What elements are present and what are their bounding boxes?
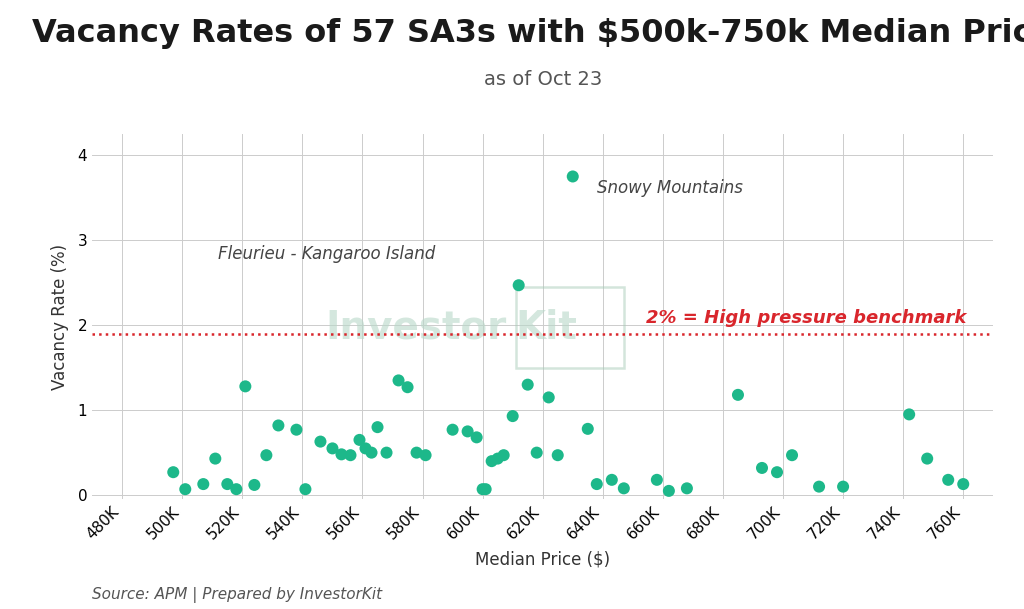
Point: [333, 449, 349, 459]
Point: [477, 484, 494, 494]
Point: [351, 435, 368, 445]
Point: [754, 463, 770, 473]
Point: [519, 380, 536, 390]
Point: [505, 411, 521, 421]
Point: [496, 450, 512, 460]
Point: [615, 484, 632, 493]
Point: [528, 448, 545, 457]
Point: [364, 448, 380, 457]
Point: [238, 381, 254, 391]
Point: [489, 454, 506, 463]
Point: [418, 450, 434, 460]
Text: as of Oct 23: as of Oct 23: [483, 70, 602, 89]
Point: [196, 479, 212, 489]
Point: [325, 443, 341, 453]
Text: Source: APM | Prepared by InvestorKit: Source: APM | Prepared by InvestorKit: [92, 587, 382, 603]
Point: [511, 280, 527, 290]
Point: [207, 454, 223, 463]
Point: [483, 456, 500, 466]
Point: [177, 484, 194, 494]
Point: [270, 421, 287, 431]
Text: Investor: Investor: [326, 309, 507, 347]
Text: Kit: Kit: [516, 309, 578, 347]
Point: [550, 450, 566, 460]
Point: [955, 479, 972, 489]
Point: [835, 482, 851, 491]
Point: [603, 475, 620, 485]
Point: [288, 425, 304, 435]
Point: [258, 450, 274, 460]
Point: [589, 479, 605, 489]
Point: [357, 443, 374, 453]
Point: [679, 484, 695, 493]
Text: 2% = High pressure benchmark: 2% = High pressure benchmark: [646, 309, 967, 327]
Point: [901, 409, 918, 419]
Point: [541, 393, 557, 403]
Point: [474, 484, 490, 494]
Point: [399, 382, 416, 392]
Point: [564, 172, 581, 181]
Point: [370, 422, 386, 432]
Point: [460, 426, 476, 436]
Point: [940, 475, 956, 485]
Text: Snowy Mountains: Snowy Mountains: [597, 179, 742, 197]
Point: [919, 454, 935, 463]
Point: [409, 448, 425, 457]
Point: [246, 480, 262, 490]
Point: [468, 432, 484, 442]
Point: [783, 450, 800, 460]
Point: [219, 479, 236, 489]
Point: [730, 390, 746, 400]
Point: [378, 448, 394, 457]
Point: [297, 484, 313, 494]
Point: [580, 424, 596, 434]
Point: [444, 425, 461, 435]
Point: [660, 486, 677, 496]
Text: Vacancy Rates of 57 SA3s with $500k-750k Median Price: Vacancy Rates of 57 SA3s with $500k-750k…: [32, 18, 1024, 49]
Point: [769, 467, 785, 477]
Point: [165, 467, 181, 477]
Point: [648, 475, 665, 485]
Point: [312, 437, 329, 446]
Point: [811, 482, 827, 491]
Point: [228, 484, 245, 494]
X-axis label: Median Price ($): Median Price ($): [475, 551, 610, 569]
Y-axis label: Vacancy Rate (%): Vacancy Rate (%): [51, 244, 70, 390]
Point: [342, 450, 358, 460]
Point: [390, 376, 407, 385]
Text: Fleurieu - Kangaroo Island: Fleurieu - Kangaroo Island: [218, 245, 435, 263]
